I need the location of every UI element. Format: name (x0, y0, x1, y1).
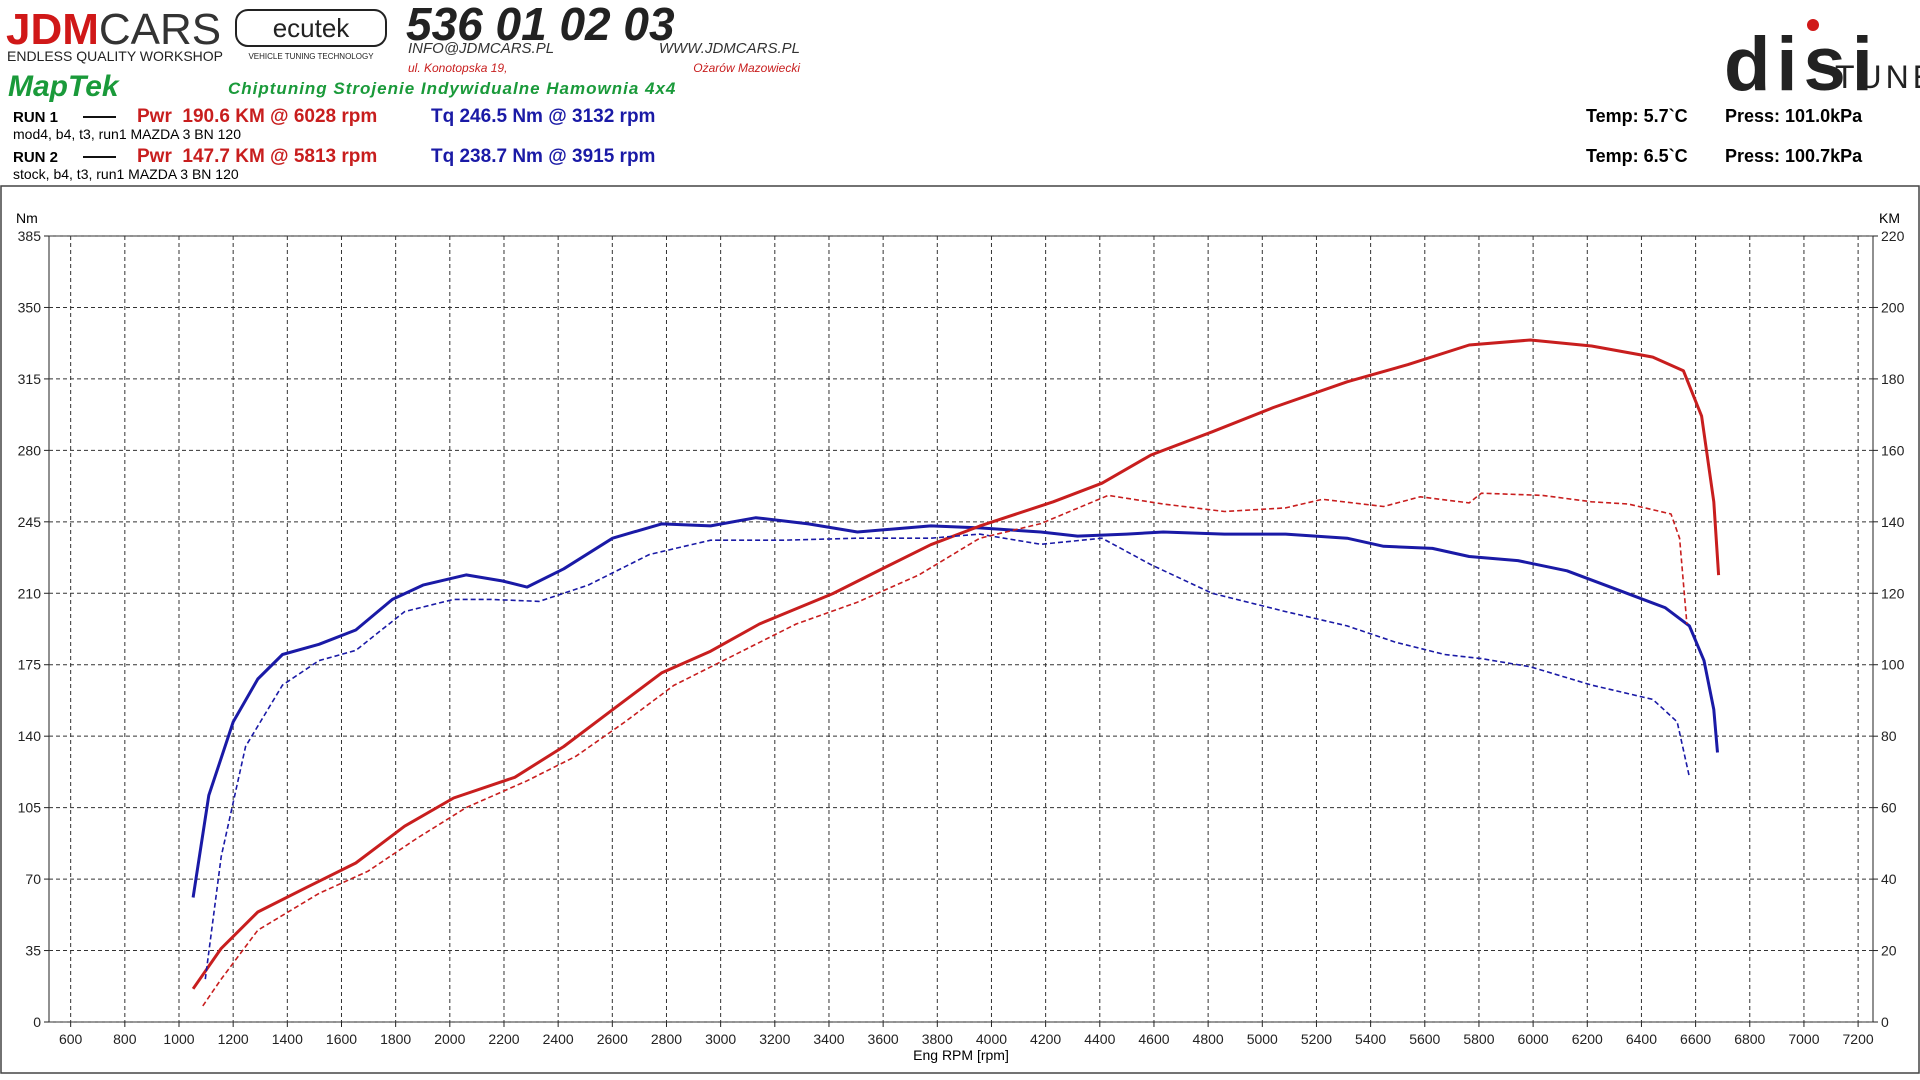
x-tick-label: 6200 (1572, 1031, 1603, 1047)
x-tick-label: 2200 (488, 1031, 519, 1047)
run-label: RUN 1 (13, 109, 58, 126)
x-tick-label: 1800 (380, 1031, 411, 1047)
y2-tick-label: 220 (1881, 228, 1905, 244)
chart-frame (0, 185, 1920, 1074)
x-tick-label: 3600 (868, 1031, 899, 1047)
x-tick-label: 1000 (163, 1031, 194, 1047)
x-tick-label: 7000 (1788, 1031, 1819, 1047)
x-tick-label: 3800 (922, 1031, 953, 1047)
brand-red: JDM (6, 5, 99, 54)
x-tick-label: 3400 (813, 1031, 844, 1047)
x-tick-label: 6400 (1626, 1031, 1657, 1047)
x-tick-label: 5600 (1409, 1031, 1440, 1047)
x-tick-label: 5000 (1247, 1031, 1278, 1047)
www: WWW.JDMCARS.PL (659, 40, 800, 57)
x-tick-label: 4200 (1030, 1031, 1061, 1047)
y2-tick-label: 20 (1881, 943, 1897, 959)
y-label: Nm (16, 210, 38, 226)
y-tick-label: 210 (18, 585, 42, 601)
x-label: Eng RPM [rpm] (913, 1047, 1009, 1063)
y-tick-label: 175 (18, 657, 42, 673)
y-tick-label: 70 (25, 871, 41, 887)
ecutek-box (235, 9, 387, 47)
x-tick-label: 3000 (705, 1031, 736, 1047)
run-tq: Tq 238.7 Nm @ 3915 rpm (431, 146, 655, 167)
x-tick-label: 2800 (651, 1031, 682, 1047)
x-tick-label: 6000 (1518, 1031, 1549, 1047)
y-tick-label: 35 (25, 943, 41, 959)
services: Chiptuning Strojenie Indywidualne Hamown… (228, 79, 676, 98)
x-tick-label: 4800 (1193, 1031, 1224, 1047)
street: ul. Konotopska 19, (408, 61, 507, 75)
run-tq: Tq 246.5 Nm @ 3132 rpm (431, 106, 655, 127)
disi: disi (1724, 22, 1879, 107)
city: Ożarów Mazowiecki (693, 61, 800, 75)
series-line (191, 516, 1719, 898)
x-tick-label: 5200 (1301, 1031, 1332, 1047)
y2-tick-label: 160 (1881, 442, 1905, 458)
run-temp: Temp: 6.5`C (1586, 146, 1688, 166)
plot-area (48, 235, 1874, 1023)
x-tick-label: 800 (113, 1031, 137, 1047)
x-tick-label: 600 (59, 1031, 83, 1047)
y-tick-label: 350 (18, 299, 42, 315)
x-tick-label: 4000 (976, 1031, 1007, 1047)
y2-tick-label: 180 (1881, 371, 1905, 387)
y2-tick-label: 120 (1881, 585, 1905, 601)
series-line (204, 533, 1691, 980)
y2-tick-label: 100 (1881, 657, 1905, 673)
x-tick-label: 2000 (434, 1031, 465, 1047)
x-tick-label: 4600 (1138, 1031, 1169, 1047)
run-pwr: Pwr 147.7 KM @ 5813 rpm (137, 146, 377, 167)
run-pwr: Pwr 190.6 KM @ 6028 rpm (137, 106, 377, 127)
y2-tick-label: 140 (1881, 514, 1905, 530)
y2-tick-label: 200 (1881, 299, 1905, 315)
x-tick-label: 1200 (218, 1031, 249, 1047)
y-tick-label: 0 (33, 1014, 41, 1030)
tune: TUNE (1835, 59, 1920, 95)
run-label: RUN 2 (13, 149, 58, 166)
run-press: Press: 101.0kPa (1725, 106, 1863, 126)
y2-tick-label: 80 (1881, 728, 1897, 744)
y2-tick-label: 60 (1881, 800, 1897, 816)
series-line (202, 492, 1688, 1007)
y-tick-label: 245 (18, 514, 42, 530)
run-desc: mod4, b4, t3, run1 MAZDA 3 BN 120 (13, 126, 241, 142)
email: INFO@JDMCARS.PL (408, 40, 554, 57)
x-tick-label: 6600 (1680, 1031, 1711, 1047)
x-tick-label: 1600 (326, 1031, 357, 1047)
run-temp: Temp: 5.7`C (1586, 106, 1688, 126)
y-tick-label: 385 (18, 228, 42, 244)
run-legend: RUN 1 Pwr 190.6 KM @ 6028 rpm Tq 246.5 Nm … (13, 106, 1863, 182)
phone: 536 01 02 03 (406, 0, 675, 50)
run-press: Press: 100.7kPa (1725, 146, 1863, 166)
y-tick-label: 315 (18, 371, 42, 387)
maptek: MapTek (8, 70, 120, 103)
y2-tick-label: 40 (1881, 871, 1897, 887)
brand-black: CARS (99, 5, 221, 54)
x-tick-label: 7200 (1843, 1031, 1874, 1047)
y2-label: KM (1879, 210, 1900, 226)
disi-dot (1807, 19, 1819, 31)
y-tick-label: 105 (18, 800, 42, 816)
x-tick-label: 5800 (1463, 1031, 1494, 1047)
x-tick-label: 4400 (1084, 1031, 1115, 1047)
x-tick-label: 6800 (1734, 1031, 1765, 1047)
x-tick-label: 2600 (597, 1031, 628, 1047)
ecutek-sub: VEHICLE TUNING TECHNOLOGY (248, 52, 374, 61)
x-tick-label: 5400 (1355, 1031, 1386, 1047)
x-tick-label: 2400 (543, 1031, 574, 1047)
brand-sub: ENDLESS QUALITY WORKSHOP (7, 48, 223, 64)
y-tick-label: 140 (18, 728, 42, 744)
y-tick-label: 280 (18, 442, 42, 458)
x-tick-label: 3200 (759, 1031, 790, 1047)
ecutek: ecutek (273, 13, 351, 43)
x-tick-label: 1400 (272, 1031, 303, 1047)
brand: JDMCARS (6, 5, 221, 54)
y2-tick-label: 0 (1881, 1014, 1889, 1030)
run-desc: stock, b4, t3, run1 MAZDA 3 BN 120 (13, 166, 239, 182)
